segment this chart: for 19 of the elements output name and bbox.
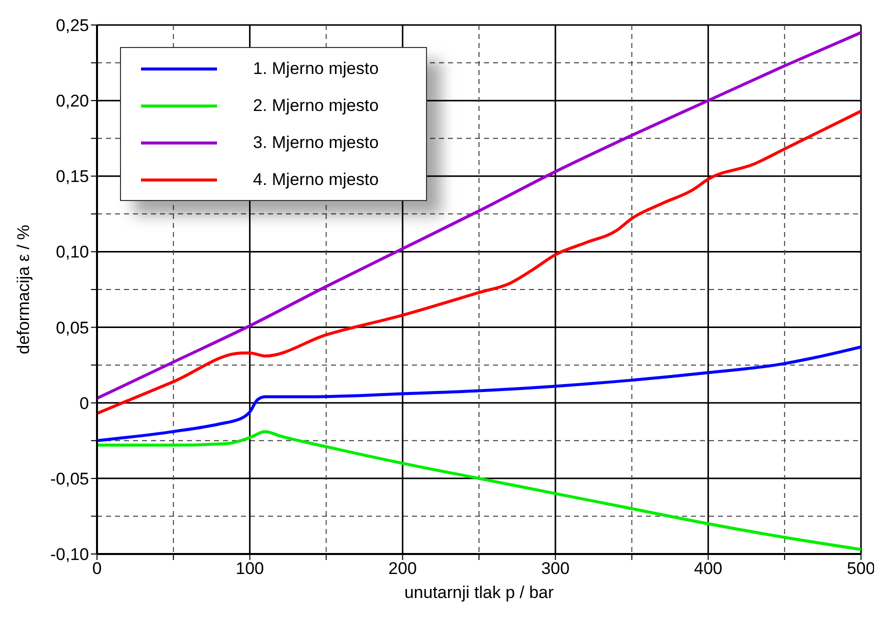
y-axis-title: deformacija ε / % (14, 224, 34, 354)
y-tick-label: 0,15 (56, 167, 89, 186)
x-tick-label: 100 (236, 559, 264, 578)
x-tick-label: 0 (92, 559, 102, 578)
legend-label: 3. Mjerno mjesto (253, 132, 379, 152)
legend-label: 2. Mjerno mjesto (253, 96, 379, 116)
x-tick-label: 300 (541, 559, 570, 578)
y-tick-label: 0,10 (56, 242, 89, 262)
x-tick-label: 400 (694, 559, 722, 578)
legend-label: 4. Mjerno mjesto (253, 170, 379, 190)
x-axis-title: unutarnji tlak p / bar (404, 583, 554, 602)
y-tick-label: 0,20 (56, 92, 89, 111)
x-tick-label: 200 (388, 559, 417, 578)
y-tick-label: 0,25 (56, 16, 89, 36)
y-tick-label: -0,10 (50, 545, 89, 564)
y-tick-label: -0,05 (50, 469, 89, 488)
y-tick-label: 0 (80, 394, 89, 413)
y-tick-label: 0,05 (56, 318, 89, 338)
legend-label: 1. Mjerno mjesto (253, 58, 379, 78)
